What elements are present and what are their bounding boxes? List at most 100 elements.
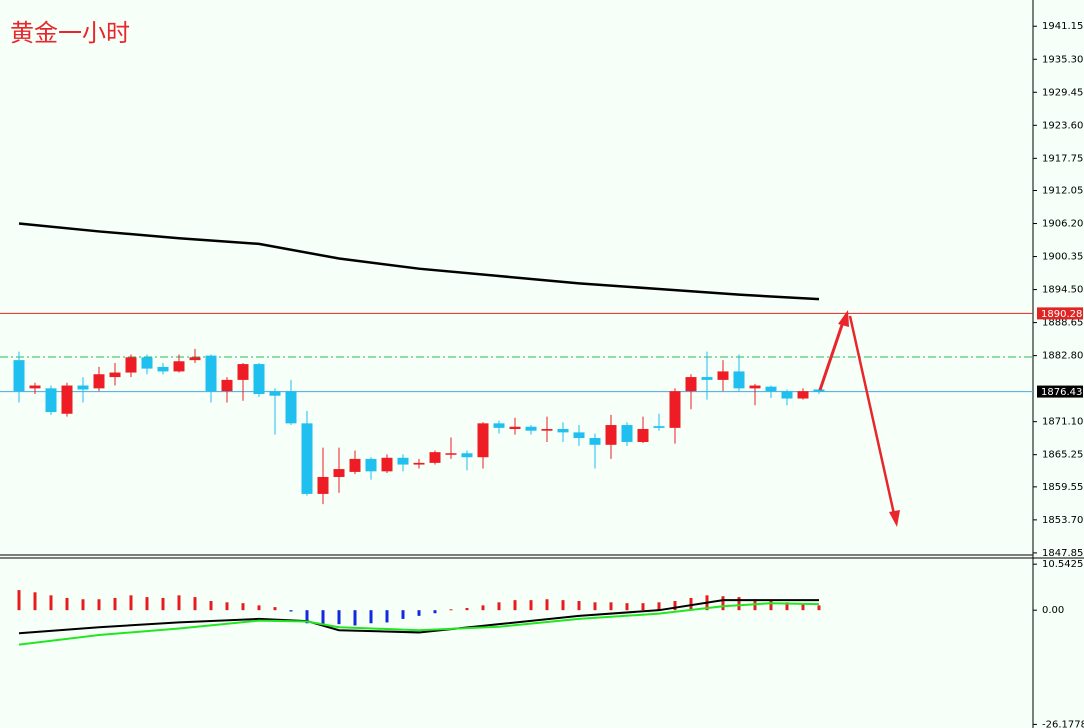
candle-body (589, 438, 601, 445)
y-tick-label: 1917.75 (1042, 153, 1083, 164)
histogram-bar (641, 603, 645, 611)
candle-body (637, 428, 649, 442)
price-label-box (1037, 385, 1083, 398)
candle-body (445, 453, 457, 455)
histogram-bar (49, 595, 53, 611)
histogram-bar (689, 597, 693, 611)
candle-body (605, 425, 617, 445)
indicator-line (18, 599, 819, 635)
y-tick-label: 1935.30 (1042, 54, 1083, 65)
histogram-bar (497, 602, 501, 611)
y-tick-label: 1871.10 (1042, 417, 1083, 428)
histogram-bar (193, 597, 197, 611)
candle-body (765, 386, 777, 392)
plot: 1941.15 1935.30 1929.45 1923.60 1917.75 1912.… (0, 21, 1084, 728)
histogram-bar (417, 610, 421, 616)
histogram-bar (737, 597, 741, 611)
candle-body (813, 389, 825, 392)
histogram-bar (273, 607, 277, 611)
candle-body (77, 385, 89, 390)
histogram-bar (97, 599, 101, 611)
y-tick-label: 1865.25 (1042, 450, 1083, 461)
y-tick-label: 1882.80 (1042, 351, 1083, 362)
candle-body (461, 453, 473, 458)
histogram-bar (177, 595, 181, 611)
histogram-bar (209, 601, 213, 611)
histogram-bar (529, 600, 533, 611)
candle-body (253, 364, 265, 394)
candle-body (381, 457, 393, 472)
candle-body (45, 388, 57, 413)
candle-body (509, 426, 521, 429)
candle-body (237, 364, 249, 380)
y-tick-label: 1859.55 (1042, 482, 1083, 493)
histogram-bar (385, 610, 389, 623)
histogram-bar (625, 603, 629, 611)
histogram-bar (769, 600, 773, 611)
candle-body (221, 379, 233, 392)
histogram-bar (561, 600, 565, 611)
candle-body (573, 432, 585, 439)
candle-body (669, 391, 681, 428)
candle-body (749, 385, 761, 389)
histogram-bar (401, 610, 405, 619)
histogram-bar (289, 610, 293, 612)
candle-body (301, 423, 313, 494)
histogram-bar (17, 590, 21, 611)
candle-body (141, 357, 153, 369)
arrow-down (848, 315, 896, 515)
candle-body (717, 371, 729, 380)
histogram-bar (545, 599, 549, 611)
y-tick-label: 10.5425 (1042, 559, 1083, 570)
histogram-bar (721, 596, 725, 611)
histogram-bar (305, 610, 309, 624)
candle-body (701, 377, 713, 380)
y-tick-label: 1900.35 (1042, 252, 1083, 263)
histogram-bar (353, 610, 357, 626)
candle-body (285, 391, 297, 424)
candle-body (397, 457, 409, 465)
y-tick-label: 1853.70 (1042, 515, 1083, 526)
y-tick-label: 1929.45 (1042, 87, 1083, 98)
y-tick-label: 0.00 (1042, 605, 1064, 616)
y-tick-label: 1906.20 (1042, 219, 1083, 230)
histogram-bar (785, 602, 789, 611)
candle-body (413, 462, 425, 465)
candle-body (269, 391, 281, 396)
histogram-bar (513, 600, 517, 611)
candle-body (189, 357, 201, 361)
histogram-bar (321, 610, 325, 626)
candle-body (541, 428, 553, 431)
histogram-bar (257, 605, 261, 611)
histogram-bar (369, 610, 373, 624)
candle-body (525, 426, 537, 431)
histogram-bar (577, 601, 581, 611)
price-label: 1890.28 (1041, 309, 1082, 320)
arrow-head (889, 510, 900, 527)
histogram-bar (673, 601, 677, 611)
histogram-bar (81, 599, 85, 611)
histogram-bar (337, 610, 341, 625)
y-tick-label: 1941.15 (1042, 21, 1083, 32)
candle-body (797, 391, 809, 399)
candle-body (173, 361, 185, 372)
candle-body (685, 377, 697, 392)
candle-body (365, 458, 377, 472)
forecast-arrows (818, 310, 900, 527)
histogram-bar (449, 609, 453, 611)
histogram-bar (433, 610, 437, 614)
candle-body (317, 476, 329, 494)
histogram-bar (225, 602, 229, 611)
y-tick-label: 1923.60 (1042, 120, 1083, 131)
candle-body (93, 374, 105, 389)
arrow-head (838, 310, 849, 327)
histogram-bar (161, 597, 165, 611)
price-label: 1876.43 (1041, 387, 1082, 398)
candle-body (429, 452, 441, 463)
candle-body (29, 385, 41, 389)
histogram-bar (481, 605, 485, 611)
candle-body (781, 391, 793, 399)
histogram-bar (465, 608, 469, 611)
indicator-line (18, 602, 820, 646)
histogram-bar (801, 603, 805, 611)
